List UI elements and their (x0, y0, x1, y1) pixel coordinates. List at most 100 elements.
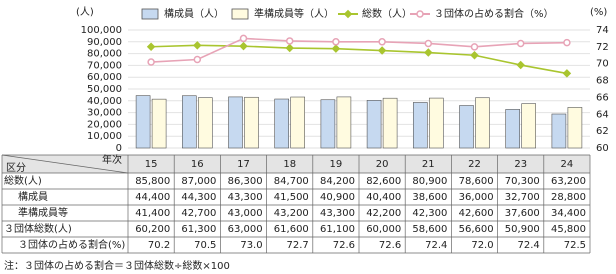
table-year: 21 (422, 159, 435, 170)
table-cell: 43,200 (274, 208, 309, 219)
y-tick-label: 90,000 (87, 37, 122, 48)
y-tick-label: 40,000 (87, 96, 122, 107)
y2-tick-label: 62 (596, 126, 609, 137)
point (331, 44, 341, 53)
bar (244, 96, 259, 149)
y2-tick-label: 64 (596, 109, 609, 120)
table-cell: 42,600 (459, 208, 494, 219)
bar (274, 98, 290, 149)
table-cell: 63,000 (228, 224, 263, 235)
table-cell: 41,500 (274, 192, 309, 203)
legend-label: 総数（人） (362, 7, 412, 20)
legend-label: 構成員（人） (164, 7, 224, 20)
point (377, 46, 387, 55)
legend-label: ３団体の占める割合（%） (434, 7, 554, 20)
table-cell: 44,400 (135, 192, 170, 203)
point (424, 39, 433, 48)
table-diagonal (1, 154, 129, 174)
y2-tick-label: 60 (596, 143, 609, 154)
table-row-label: 準構成員等 (18, 206, 68, 219)
table-cell: 72.7 (287, 240, 309, 251)
table-year: 16 (191, 159, 204, 170)
table-corner-row: 区分 (6, 162, 26, 174)
table-cell: 42,700 (181, 208, 216, 219)
bar (182, 95, 197, 149)
bar (475, 97, 490, 149)
table-cell: 32,700 (505, 192, 540, 203)
bar (428, 97, 444, 149)
table-cell: 86,300 (228, 176, 263, 187)
y-tick-label: 60,000 (87, 72, 122, 83)
table-year: 17 (237, 159, 250, 170)
table-cell: 72.0 (471, 240, 493, 251)
bar (228, 96, 243, 149)
table-cell: 40,900 (320, 192, 355, 203)
point (424, 48, 433, 57)
table-cell: 58,600 (412, 224, 447, 235)
table-cell: 45,800 (551, 224, 586, 235)
bar (382, 97, 398, 149)
point (146, 42, 156, 51)
table-year: 23 (514, 159, 527, 170)
y-tick-label: 20,000 (87, 119, 122, 130)
line (151, 37, 567, 63)
y-tick-label: 80,000 (87, 49, 122, 60)
table-year: 19 (330, 159, 343, 170)
y2-tick-label: 70 (596, 59, 609, 70)
table-cell: 84,200 (320, 176, 355, 187)
table-cell: 56,600 (459, 224, 494, 235)
table-cell: 44,300 (181, 192, 216, 203)
table-cell: 85,800 (135, 176, 170, 187)
table-cell: 40,400 (366, 192, 401, 203)
table-cell: 42,300 (412, 208, 447, 219)
table-cell: 70.2 (148, 240, 170, 251)
table-year: 24 (561, 159, 574, 170)
legend-marker (416, 10, 424, 18)
y-tick-label: 50,000 (87, 84, 122, 95)
table-cell: 42,200 (366, 208, 401, 219)
table-cell: 43,300 (320, 208, 355, 219)
point (285, 43, 294, 53)
bar (521, 103, 537, 149)
table-cell: 60,200 (135, 224, 170, 235)
y2-tick-label: 72 (596, 42, 609, 53)
table-cell: 78,600 (459, 176, 494, 187)
table-cell: 43,300 (228, 192, 263, 203)
table-cell: 28,800 (551, 192, 586, 203)
table-cell: 61,600 (274, 224, 309, 235)
table-cell: 37,600 (505, 208, 540, 219)
table-cell: 43,000 (228, 208, 263, 219)
table-cell: 70.5 (194, 240, 216, 251)
point (193, 41, 202, 50)
table-row-label: ３団体の占める割合(%) (18, 238, 125, 251)
point (239, 41, 248, 51)
bar (290, 96, 306, 149)
legend-label: 準構成員等（人） (254, 7, 334, 20)
point (470, 51, 479, 60)
line (151, 44, 568, 75)
table-cell: 50,900 (505, 224, 540, 235)
table-cell: 41,400 (135, 208, 170, 219)
table-cell: 87,000 (181, 176, 216, 187)
table-cell: 80,900 (412, 176, 447, 187)
bar (505, 109, 521, 149)
point (378, 38, 386, 46)
table-cell: 34,400 (551, 208, 586, 219)
bar (320, 99, 336, 149)
table-cell: 61,300 (181, 224, 216, 235)
table-cell: 84,700 (274, 176, 309, 187)
table-year: 20 (376, 159, 389, 170)
bar (459, 105, 474, 149)
y2-axis-unit: (%) (590, 7, 607, 18)
table-cell: 72.5 (564, 240, 586, 251)
table-row-label: 構成員 (18, 190, 48, 203)
y-tick-label: 0 (116, 143, 122, 154)
table-cell: 82,600 (366, 176, 401, 187)
y2-tick-label: 66 (596, 92, 609, 103)
table-cell: 72.4 (425, 240, 447, 251)
point (470, 43, 479, 51)
table-year: 22 (468, 159, 481, 170)
table-header-bg (2, 155, 590, 173)
y-axis-unit: (人) (76, 6, 94, 18)
table-cell: 70,300 (505, 176, 540, 187)
